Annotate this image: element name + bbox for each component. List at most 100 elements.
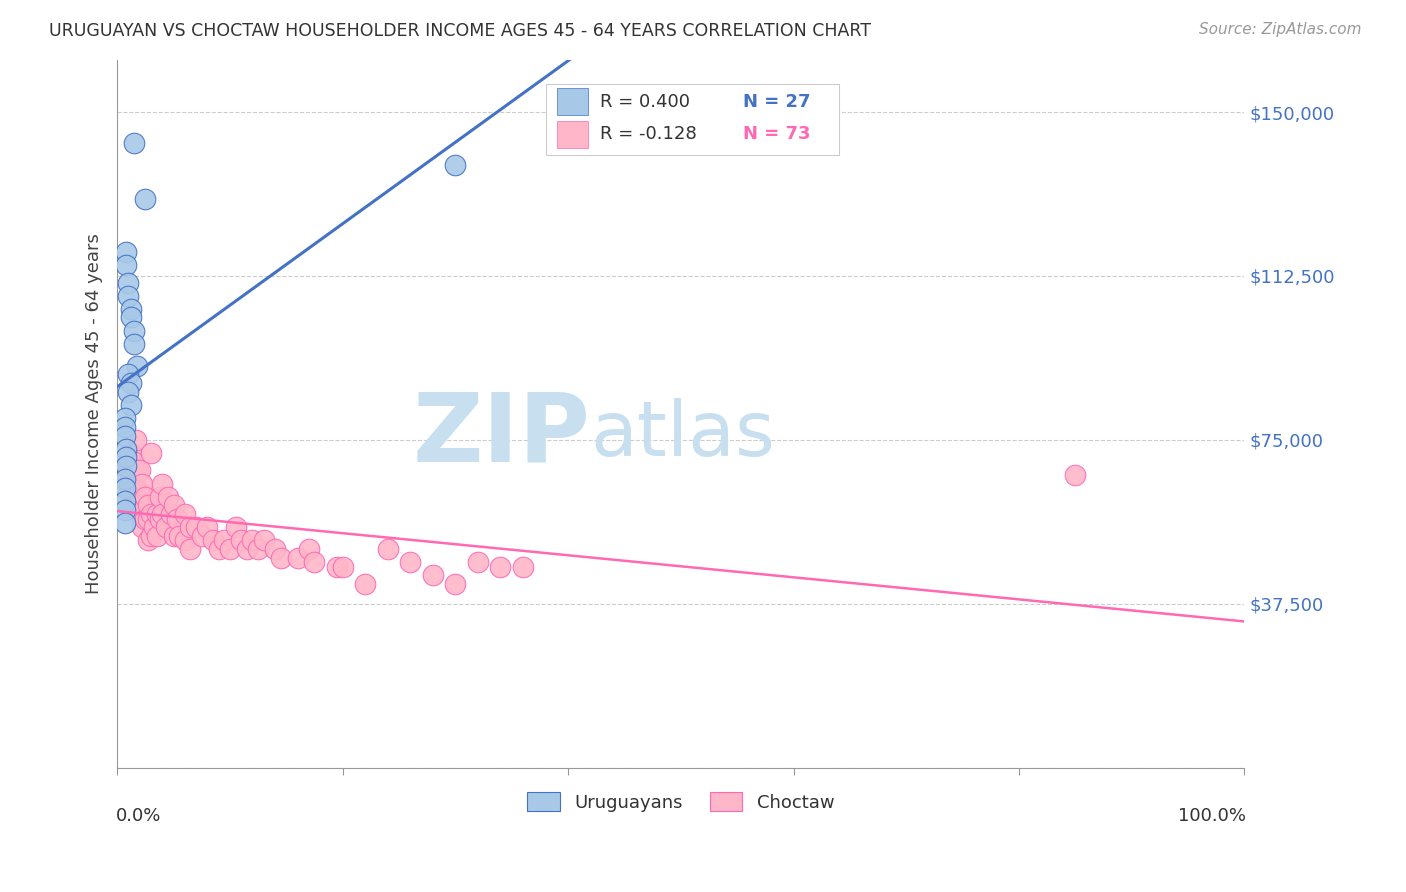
Legend: Uruguayans, Choctaw: Uruguayans, Choctaw (520, 785, 842, 819)
Point (208, 542, 231, 557)
Point (115, 258, 138, 272)
Point (231, 533, 253, 548)
Point (214, 533, 236, 548)
Point (128, 485, 150, 500)
Point (117, 463, 139, 477)
Point (122, 499, 145, 513)
Point (377, 542, 399, 557)
Point (127, 359, 149, 373)
Point (136, 511, 159, 525)
Point (131, 520, 153, 534)
Point (115, 450, 138, 465)
Point (298, 542, 321, 557)
Point (131, 476, 153, 491)
Point (134, 490, 156, 504)
Point (114, 481, 136, 495)
Point (115, 442, 138, 456)
Point (332, 559, 354, 574)
Point (120, 376, 142, 390)
Text: N = 27: N = 27 (742, 93, 810, 111)
Point (179, 520, 201, 534)
Point (127, 499, 149, 513)
Point (225, 520, 247, 534)
FancyBboxPatch shape (546, 85, 838, 155)
Point (120, 467, 142, 482)
Text: ZIP: ZIP (413, 388, 591, 482)
Point (139, 446, 162, 460)
Point (195, 520, 218, 534)
Point (270, 550, 292, 565)
Point (253, 533, 276, 548)
Point (115, 459, 138, 474)
Point (114, 419, 136, 434)
Point (422, 568, 444, 582)
Point (156, 490, 179, 504)
Point (145, 507, 167, 521)
Text: 0.0%: 0.0% (117, 806, 162, 824)
Text: URUGUAYAN VS CHOCTAW HOUSEHOLDER INCOME AGES 45 - 64 YEARS CORRELATION CHART: URUGUAYAN VS CHOCTAW HOUSEHOLDER INCOME … (49, 22, 872, 40)
Point (122, 476, 145, 491)
Point (120, 310, 142, 325)
Point (120, 301, 142, 316)
Text: R = -0.128: R = -0.128 (599, 125, 696, 144)
Point (155, 520, 177, 534)
Point (149, 511, 172, 525)
Point (120, 398, 142, 412)
Point (184, 520, 207, 534)
Text: atlas: atlas (591, 398, 776, 472)
Point (247, 542, 270, 557)
Point (512, 559, 534, 574)
Point (143, 520, 166, 534)
Point (236, 542, 259, 557)
Point (114, 516, 136, 530)
Point (162, 499, 184, 513)
Point (122, 455, 145, 469)
Point (128, 507, 150, 521)
Point (127, 463, 149, 477)
Point (136, 533, 159, 548)
Point (114, 494, 136, 508)
Point (134, 193, 156, 207)
Point (149, 490, 172, 504)
Point (136, 499, 159, 513)
Point (117, 384, 139, 399)
Point (114, 411, 136, 425)
Point (122, 336, 145, 351)
Point (134, 511, 156, 525)
Point (179, 542, 201, 557)
Point (489, 559, 512, 574)
Point (114, 503, 136, 517)
Point (173, 507, 195, 521)
Point (444, 157, 467, 171)
Point (304, 555, 326, 569)
Point (201, 533, 224, 548)
Point (160, 507, 183, 521)
Point (399, 555, 422, 569)
Point (145, 529, 167, 543)
Point (264, 542, 287, 557)
Point (117, 276, 139, 290)
Point (150, 476, 173, 491)
Point (467, 555, 489, 569)
Point (125, 433, 148, 447)
Point (444, 577, 467, 591)
Point (1064, 467, 1087, 482)
Point (139, 529, 162, 543)
Point (117, 476, 139, 491)
FancyBboxPatch shape (557, 120, 588, 148)
Text: N = 73: N = 73 (742, 125, 810, 144)
Point (131, 499, 153, 513)
Point (117, 368, 139, 382)
Point (117, 288, 139, 302)
Point (354, 577, 377, 591)
Point (167, 529, 190, 543)
Text: 100.0%: 100.0% (1178, 806, 1246, 824)
Point (150, 507, 173, 521)
Point (242, 533, 264, 548)
Point (122, 324, 145, 338)
Text: Source: ZipAtlas.com: Source: ZipAtlas.com (1198, 22, 1361, 37)
Point (287, 550, 309, 565)
Point (114, 472, 136, 486)
Point (162, 529, 184, 543)
Point (128, 463, 150, 477)
